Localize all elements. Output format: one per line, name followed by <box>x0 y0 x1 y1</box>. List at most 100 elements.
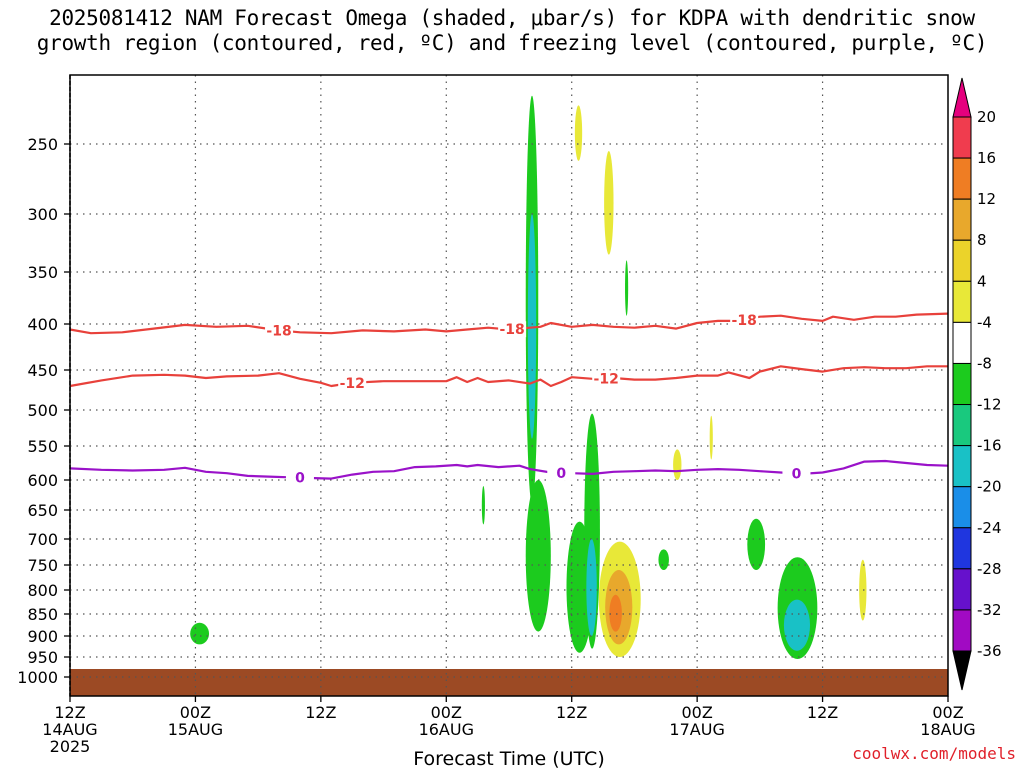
contour-label-bg <box>338 374 367 391</box>
contour-label: -12 <box>340 376 365 392</box>
contour-label: -18 <box>266 323 291 339</box>
colorbar-segment <box>952 568 972 611</box>
contour-label-bg <box>730 311 759 328</box>
x-tick-label: 18AUG <box>920 720 975 739</box>
contour-label: 0 <box>792 467 802 483</box>
y-tick-label: 550 <box>27 437 58 456</box>
x-tick-label: 12Z <box>807 703 838 722</box>
contour-label-bg <box>547 464 576 481</box>
x-tick-label: 12Z <box>54 703 85 722</box>
x-tick-label: 00Z <box>932 703 963 722</box>
omega-region-3 <box>525 480 551 632</box>
colorbar-bottom-arrow <box>952 650 972 691</box>
contour-label-bg <box>285 469 314 486</box>
credit-text: coolwx.com/models <box>852 744 1016 763</box>
omega-region-11 <box>604 151 614 255</box>
y-tick-label: 250 <box>27 135 58 154</box>
contour-label: 0 <box>556 466 566 482</box>
contour-minus18-line <box>69 312 949 335</box>
x-tick-label: 00Z <box>180 703 211 722</box>
y-tick-label: 700 <box>27 530 58 549</box>
omega-region-14 <box>709 415 713 460</box>
y-tick-label: 800 <box>27 581 58 600</box>
colorbar-label: 12 <box>977 190 996 208</box>
colorbar-label: -16 <box>977 437 1002 455</box>
x-tick-label: 16AUG <box>419 720 474 739</box>
y-tick-label: 1000 <box>17 668 58 687</box>
colorbar-segment <box>952 157 972 200</box>
x-tick-label: 15AUG <box>168 720 223 739</box>
colorbar-label: 16 <box>977 149 996 167</box>
colorbar-segment <box>952 527 972 570</box>
omega-region-10 <box>574 105 583 161</box>
contour-label: -18 <box>499 322 524 338</box>
colorbar-label: 4 <box>977 272 987 290</box>
omega-region-19 <box>859 559 867 621</box>
colorbar-label: 8 <box>977 231 987 249</box>
omega-region-13 <box>673 449 682 481</box>
plot-frame <box>69 74 949 697</box>
x-axis-label: Forecast Time (UTC) <box>413 748 604 768</box>
colorbar-segment <box>952 280 972 323</box>
colorbar-segment <box>952 486 972 529</box>
x-tick-label: 2025 <box>50 737 91 756</box>
omega-region-15 <box>658 549 669 570</box>
omega-region-12 <box>625 260 629 316</box>
omega-region-21 <box>481 486 485 525</box>
omega-region-9 <box>609 594 622 632</box>
contour-label-bg <box>265 322 294 339</box>
y-tick-label: 600 <box>27 471 58 490</box>
y-tick-label: 950 <box>27 648 58 667</box>
y-tick-label: 750 <box>27 556 58 575</box>
contour-label-bg <box>498 321 527 338</box>
omega-region-20 <box>190 622 210 645</box>
colorbar-label: 20 <box>977 108 996 126</box>
y-tick-label: 900 <box>27 627 58 646</box>
x-tick-label: 12Z <box>305 703 336 722</box>
x-tick-label: 00Z <box>681 703 712 722</box>
colorbar-label: -32 <box>977 601 1002 619</box>
omega-region-6 <box>586 539 597 636</box>
chart-title: 2025081412 NAM Forecast Omega (shaded, μ… <box>0 6 1024 56</box>
title-line-1: 2025081412 NAM Forecast Omega (shaded, μ… <box>49 6 975 30</box>
colorbar-segment <box>952 362 972 406</box>
contour-label-bg <box>782 465 811 482</box>
colorbar-label: -12 <box>977 396 1002 414</box>
y-tick-label: 450 <box>27 361 58 380</box>
colorbar-segment <box>952 609 972 652</box>
y-tick-label: 350 <box>27 263 58 282</box>
colorbar-label: -28 <box>977 560 1002 578</box>
colorbar-segment <box>952 321 972 364</box>
colorbar-segment <box>952 445 972 488</box>
x-tick-label: 17AUG <box>669 720 724 739</box>
omega-region-16 <box>747 518 766 570</box>
y-tick-label: 400 <box>27 315 58 334</box>
colorbar-segment <box>952 404 972 447</box>
y-tick-label: 650 <box>27 501 58 520</box>
x-tick-label: 12Z <box>556 703 587 722</box>
colorbar-segment <box>952 239 972 282</box>
contour-label-bg <box>592 370 621 387</box>
contour-label: -12 <box>594 371 619 387</box>
ground-surface <box>70 669 948 696</box>
colorbar-label: -36 <box>977 642 1002 660</box>
x-tick-label: 14AUG <box>42 720 97 739</box>
y-tick-label: 850 <box>27 605 58 624</box>
colorbar-label: -8 <box>977 354 992 372</box>
contour-label: -18 <box>732 313 757 329</box>
x-tick-label: 00Z <box>431 703 462 722</box>
omega-region-18 <box>783 599 811 651</box>
y-tick-label: 300 <box>27 205 58 224</box>
contour-minus12-line <box>69 365 948 388</box>
y-tick-label: 500 <box>27 401 58 420</box>
colorbar-label: -20 <box>977 478 1002 496</box>
colorbar-top-arrow <box>952 77 972 118</box>
contour-0-line <box>69 459 949 480</box>
title-line-2: growth region (contoured, red, ºC) and f… <box>36 31 988 55</box>
contour-label: 0 <box>295 471 305 487</box>
colorbar-label: -24 <box>977 519 1002 537</box>
colorbar-segment <box>952 198 972 241</box>
colorbar-segment <box>952 116 972 159</box>
colorbar-label: -4 <box>977 313 992 331</box>
